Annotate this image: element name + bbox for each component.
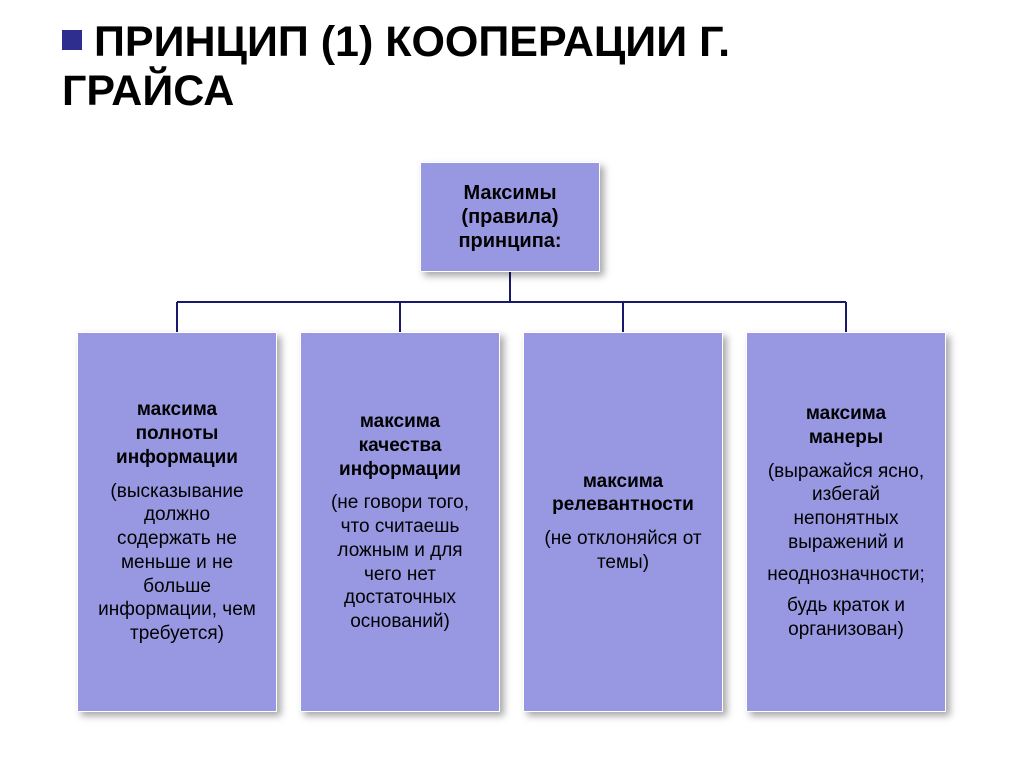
root-node: Максимы (правила) принципа: [420,162,600,272]
child4-b5: неоднозначности; [767,563,925,587]
child4-b1: (выражайся ясно, [768,460,924,484]
child2-h1: максима [360,410,440,434]
child-node-1: максима полноты информации (высказывание… [77,332,277,712]
child-node-2: максима качества информации (не говори т… [300,332,500,712]
child4-h1: максима [806,402,886,426]
child1-h3: информации [116,446,238,470]
child3-b1: (не отклоняйся от [544,527,701,551]
child-node-3: максима релевантности (не отклоняйся от … [523,332,723,712]
root-l3: принципа: [458,229,561,253]
child1-b1: (высказывание [110,480,243,504]
child4-b6: будь краток и [787,594,905,618]
child-node-4: максима манеры (выражайся ясно, избегай … [746,332,946,712]
child2-b6: оснований) [350,610,450,634]
child1-b6: информации, чем [98,598,256,622]
child1-h1: максима [137,398,217,422]
title-line1: ПРИНЦИП (1) КООПЕРАЦИИ Г. [94,18,730,66]
child1-b2: должно [144,503,210,527]
child3-h2: релевантности [552,493,694,517]
child2-b3: ложным и для [337,539,462,563]
hierarchy-diagram: Максимы (правила) принципа: максима полн… [0,162,1024,742]
title-bullet-icon [62,30,82,50]
child2-h2: качества [359,434,442,458]
child4-b2: избегай [812,483,880,507]
child2-b2: что считаешь [341,515,460,539]
child4-b7: организован) [788,618,904,642]
child3-h1: максима [583,470,663,494]
child1-b3: содержать не [117,527,237,551]
slide-title: ПРИНЦИП (1) КООПЕРАЦИИ Г. ГРАЙСА [62,18,730,117]
title-line2: ГРАЙСА [62,67,234,115]
child3-b2: темы) [597,551,649,575]
root-l2: (правила) [461,205,558,229]
child2-b4: чего нет [364,563,436,587]
child2-h3: информации [339,458,461,482]
child4-h2: манеры [809,426,883,450]
child2-b1: (не говори того, [331,491,469,515]
child4-b4: выражений и [788,531,904,555]
child1-b5: больше [143,575,211,599]
child4-b3: непонятных [793,507,898,531]
child1-b4: меньше и не [121,551,233,575]
child1-h2: полноты [136,422,219,446]
child2-b5: достаточных [344,586,456,610]
root-l1: Максимы [463,181,556,205]
child1-b7: требуется) [130,622,224,646]
